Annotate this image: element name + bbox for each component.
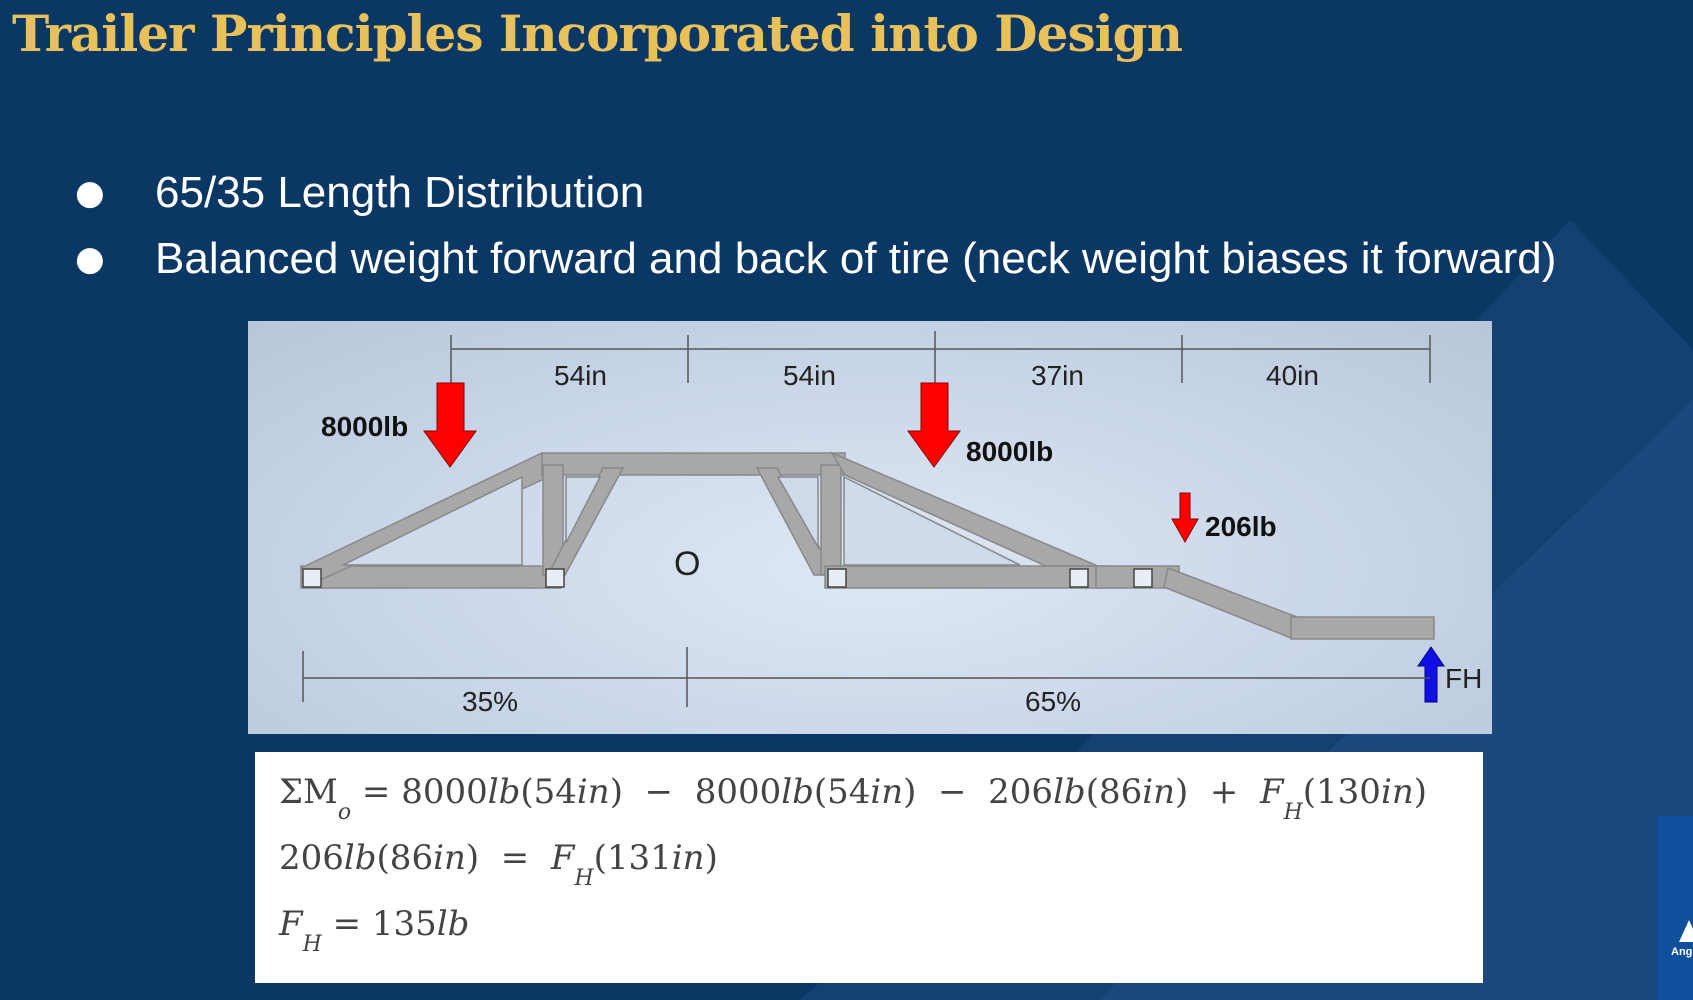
top-dimension-line: [450, 331, 1431, 383]
bullet-dot-icon: ●: [75, 173, 105, 213]
eq-unit: in: [1380, 772, 1414, 812]
bullet-dot-icon: ●: [75, 239, 105, 279]
percentage-label: 65%: [1025, 686, 1081, 717]
load-arrow-rear-icon: [907, 382, 961, 468]
eq-unit: in: [671, 838, 705, 878]
eq-term: ): [609, 772, 623, 812]
load-arrow-front-icon: [423, 382, 477, 468]
eq-variable: F: [279, 904, 303, 944]
brand-logo: Ang: [1657, 816, 1693, 1000]
truss-inner-cutouts: [342, 475, 1021, 566]
eq-term: 135: [371, 904, 437, 944]
diagram-canvas: 54in 54in 37in 40in: [299, 331, 1482, 717]
eq-term: ): [1413, 772, 1427, 812]
eq-unit: in: [576, 772, 610, 812]
eq-term: 206: [988, 772, 1054, 812]
joint-nodes: [302, 568, 1153, 588]
load-label-rear: 8000lb: [966, 436, 1053, 467]
eq-subscript: H: [574, 866, 594, 891]
eq-operator: =: [479, 838, 551, 878]
eq-variable: F: [1260, 772, 1284, 812]
eq-term: (130: [1302, 772, 1381, 812]
eq-unit: in: [433, 838, 466, 878]
eq-term: 8000: [401, 772, 488, 812]
eq-unit: in: [870, 772, 904, 812]
eq-unit: lb: [781, 772, 814, 812]
load-label-front: 8000lb: [321, 411, 408, 442]
eq-term: (86: [1085, 772, 1143, 812]
eq-unit: lb: [436, 904, 470, 944]
logo-text: Ang: [1671, 946, 1693, 958]
eq-operator: −: [916, 772, 989, 812]
eq-term: ): [465, 838, 480, 878]
load-arrow-neck-icon: [1171, 492, 1199, 544]
bullet-text: 65/35 Length Distribution: [155, 168, 645, 217]
eq-unit: lb: [1053, 772, 1086, 812]
logo-triangle-icon: [1679, 920, 1693, 942]
moment-equations: ΣMo = 8000lb(54in) − 8000lb(54in) − 206l…: [255, 752, 1483, 983]
bullet-item: ● 65/35 Length Distribution: [75, 160, 1556, 226]
dimension-label: 37in: [1031, 360, 1084, 391]
eq-variable: F: [550, 838, 575, 878]
eq-operator: =: [321, 904, 372, 944]
dimension-label: 54in: [783, 360, 836, 391]
eq-term: 8000: [694, 772, 782, 812]
eq-term: (54: [813, 772, 871, 812]
eq-unit: lb: [487, 772, 521, 812]
dimension-label: 54in: [554, 360, 607, 391]
equation-line-2: 206lb(86in) = FH(131in): [279, 838, 718, 891]
dimension-label: 40in: [1266, 360, 1319, 391]
hitch-force-label: FH: [1445, 663, 1482, 694]
eq-unit: lb: [343, 838, 377, 878]
eq-unit: in: [1142, 772, 1176, 812]
eq-term: (54: [520, 772, 577, 812]
load-label-neck: 206lb: [1205, 511, 1277, 542]
eq-term: ΣM: [279, 772, 338, 812]
pivot-label: O: [674, 545, 700, 583]
eq-term: (86: [376, 838, 434, 878]
eq-subscript: H: [302, 932, 322, 957]
equation-line-1: ΣMo = 8000lb(54in) − 8000lb(54in) − 206l…: [279, 772, 1427, 825]
eq-term: ): [1175, 772, 1189, 812]
eq-operator: −: [622, 772, 695, 812]
eq-subscript: H: [1283, 800, 1303, 825]
eq-operator: =: [351, 772, 402, 812]
hitch-force-arrow-icon: [1417, 646, 1445, 703]
bullet-text: Balanced weight forward and back of tire…: [155, 234, 1557, 283]
eq-term: 206: [279, 838, 344, 878]
percentage-label: 35%: [462, 686, 518, 717]
eq-term: ): [704, 838, 718, 878]
trailer-force-diagram: 54in 54in 37in 40in: [248, 321, 1492, 734]
eq-operator: +: [1188, 772, 1260, 812]
trailer-frame: [299, 451, 1435, 640]
equation-line-3: FH = 135lb: [279, 904, 470, 957]
bottom-dimension-line: [302, 647, 1430, 707]
eq-subscript: o: [337, 800, 352, 825]
slide-title: Trailer Principles Incorporated into Des…: [12, 4, 1183, 63]
eq-term: (131: [593, 838, 672, 878]
bullet-item: ● Balanced weight forward and back of ti…: [75, 226, 1556, 292]
bullet-list: ● 65/35 Length Distribution ● Balanced w…: [75, 160, 1556, 292]
eq-term: ): [903, 772, 917, 812]
